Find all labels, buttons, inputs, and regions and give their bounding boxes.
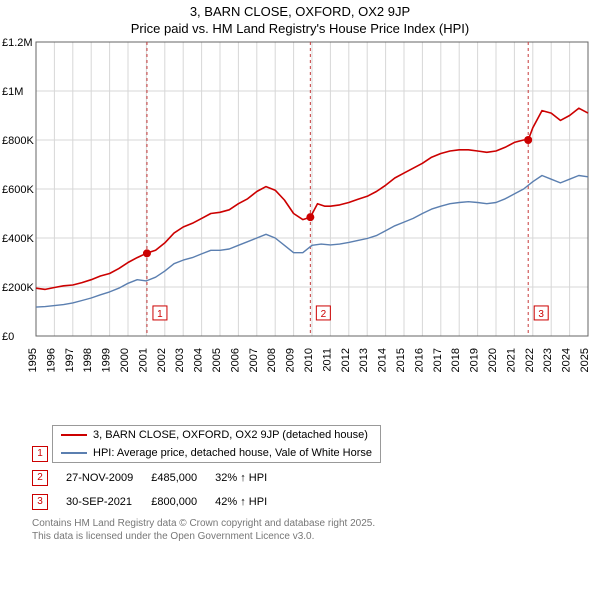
footer-attribution: Contains HM Land Registry data © Crown c… [32,518,600,543]
marker-price: £485,000 [151,466,215,490]
svg-text:1995: 1995 [27,348,39,372]
svg-text:2005: 2005 [211,348,223,372]
svg-text:2013: 2013 [358,348,370,372]
svg-text:2006: 2006 [229,348,241,372]
svg-text:2022: 2022 [524,348,536,372]
footer-line-1: Contains HM Land Registry data © Crown c… [32,518,600,531]
svg-text:2021: 2021 [505,348,517,372]
chart-container: £0 £200K £400K £600K £800K £1M £1.2M 1995 1996 19… [0,36,600,436]
svg-text:2020: 2020 [487,348,499,372]
marker-date: 27-NOV-2009 [66,466,151,490]
legend-label: 3, BARN CLOSE, OXFORD, OX2 9JP (detached… [93,429,368,441]
svg-text:2019: 2019 [469,348,481,372]
svg-text:2017: 2017 [432,348,444,372]
svg-text:1996: 1996 [45,348,57,372]
svg-text:2018: 2018 [450,348,462,372]
svg-text:1998: 1998 [82,348,94,372]
legend-swatch [61,434,87,436]
legend: 3, BARN CLOSE, OXFORD, OX2 9JP (detached… [52,425,381,463]
marker-badge: 3 [32,494,48,510]
marker-date: 30-SEP-2021 [66,490,151,514]
svg-text:2001: 2001 [137,348,149,372]
svg-text:1: 1 [157,309,163,320]
svg-text:2007: 2007 [248,348,260,372]
svg-text:£800K: £800K [2,135,34,147]
legend-item: HPI: Average price, detached house, Vale… [53,444,380,462]
svg-text:2014: 2014 [377,348,389,372]
svg-text:2011: 2011 [321,348,333,372]
svg-text:£400K: £400K [2,233,34,245]
marker-badge: 1 [32,446,48,462]
svg-text:£200K: £200K [2,282,34,294]
svg-text:2000: 2000 [119,348,131,372]
svg-text:2002: 2002 [156,348,168,372]
svg-text:1999: 1999 [101,348,113,372]
legend-label: HPI: Average price, detached house, Vale… [93,447,372,459]
marker-delta: 32% ↑ HPI [215,466,285,490]
svg-text:£0: £0 [2,331,14,343]
legend-swatch [61,452,87,454]
price-chart: £0 £200K £400K £600K £800K £1M £1.2M 1995 1996 19… [0,36,600,436]
svg-text:2024: 2024 [561,348,573,372]
svg-text:3: 3 [538,309,544,320]
svg-text:2008: 2008 [266,348,278,372]
svg-text:2016: 2016 [413,348,425,372]
svg-text:1997: 1997 [64,348,76,372]
svg-text:£1M: £1M [2,86,23,98]
table-row: 3 30-SEP-2021£800,00042% ↑ HPI [32,490,285,514]
svg-text:£600K: £600K [2,184,34,196]
page-title: 3, BARN CLOSE, OXFORD, OX2 9JP [0,4,600,19]
svg-text:£1.2M: £1.2M [2,37,33,49]
svg-text:2: 2 [321,309,327,320]
footer-line-2: This data is licensed under the Open Gov… [32,531,600,544]
table-row: 2 27-NOV-2009£485,00032% ↑ HPI [32,466,285,490]
svg-text:2025: 2025 [579,348,591,372]
marker-badge: 2 [32,470,48,486]
legend-item: 3, BARN CLOSE, OXFORD, OX2 9JP (detached… [53,426,380,444]
marker-delta: 42% ↑ HPI [215,490,285,514]
page-subtitle: Price paid vs. HM Land Registry's House … [0,21,600,36]
svg-text:2010: 2010 [303,348,315,372]
svg-text:2015: 2015 [395,348,407,372]
svg-text:2009: 2009 [285,348,297,372]
svg-text:2023: 2023 [542,348,554,372]
svg-text:2003: 2003 [174,348,186,372]
svg-text:2012: 2012 [340,348,352,372]
svg-text:2004: 2004 [193,348,205,372]
marker-price: £800,000 [151,490,215,514]
